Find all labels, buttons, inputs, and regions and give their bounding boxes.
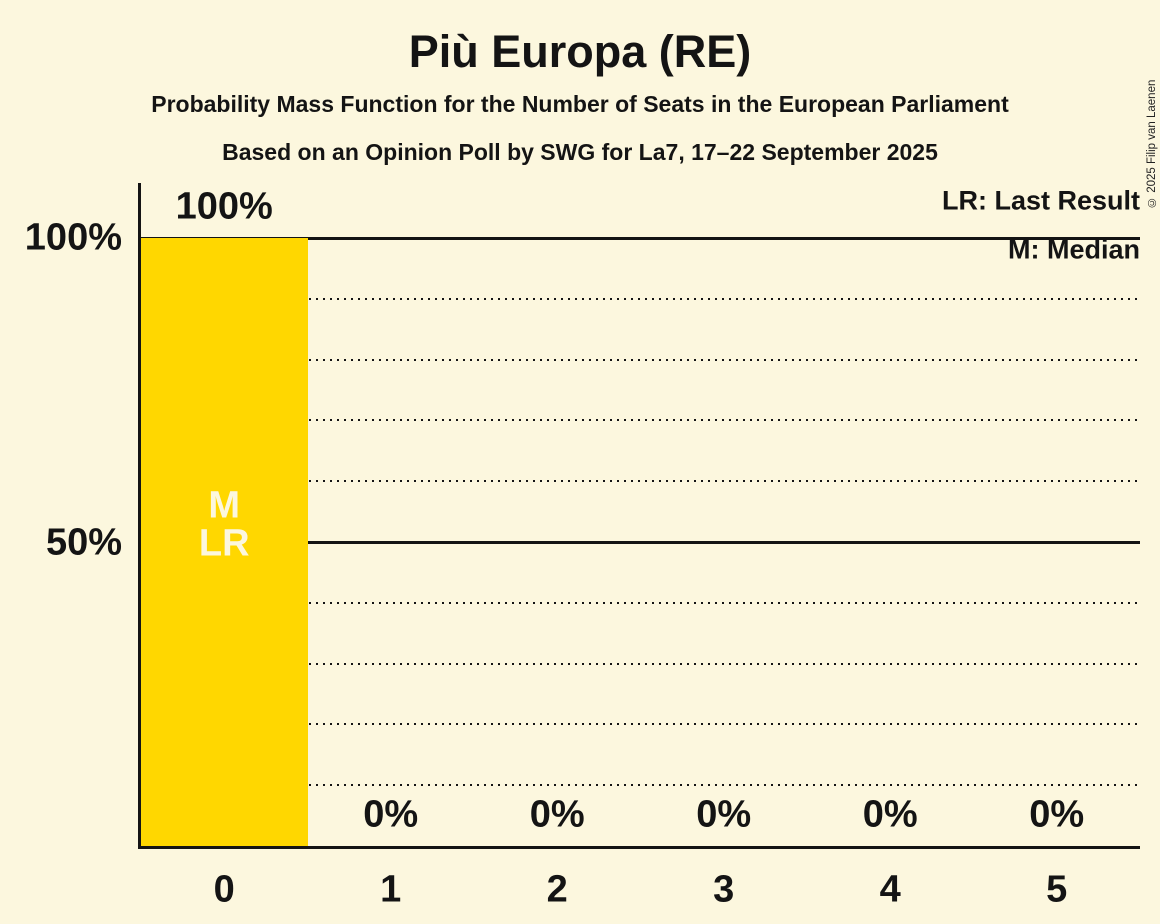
x-axis-tick-2: 2 [546, 868, 568, 911]
y-axis-line [138, 183, 141, 849]
x-axis-tick-4: 4 [879, 868, 901, 911]
chart-subtitle: Probability Mass Function for the Number… [151, 91, 1009, 117]
x-axis-line [138, 846, 1140, 849]
gridline-dotted-80 [141, 358, 1140, 361]
chart-title: Più Europa (RE) [408, 26, 752, 77]
y-axis-tick-100: 100% [24, 216, 122, 259]
x-axis-tick-0: 0 [213, 868, 235, 911]
gridline-dotted-90 [141, 297, 1140, 300]
bar-seats-0 [141, 238, 308, 846]
bar-marker-lr: LR [198, 522, 250, 565]
bar-value-label-2: 0% [529, 793, 585, 836]
x-axis-tick-5: 5 [1046, 868, 1068, 911]
gridline-dotted-10 [141, 784, 1140, 787]
gridline-dotted-30 [141, 662, 1140, 665]
y-axis-tick-50: 50% [45, 521, 122, 564]
legend-median: M: Median [1008, 234, 1140, 265]
gridline-dotted-60 [141, 480, 1140, 483]
gridline-dotted-40 [141, 601, 1140, 604]
chart-poll-info: Based on an Opinion Poll by SWG for La7,… [222, 139, 938, 165]
bar-marker-m: M [208, 484, 241, 527]
legend-last-result: LR: Last Result [941, 185, 1140, 216]
gridline-dotted-20 [141, 723, 1140, 726]
gridline-solid-100 [141, 237, 1140, 240]
x-axis-tick-1: 1 [380, 868, 402, 911]
gridline-dotted-70 [141, 419, 1140, 422]
bar-value-label-5: 0% [1029, 793, 1085, 836]
x-axis-tick-3: 3 [713, 868, 735, 911]
bar-value-label-4: 0% [862, 793, 918, 836]
bar-value-label-0: 100% [175, 185, 273, 228]
bar-value-label-1: 0% [363, 793, 419, 836]
bar-value-label-3: 0% [696, 793, 752, 836]
gridline-solid-50 [141, 541, 1140, 544]
